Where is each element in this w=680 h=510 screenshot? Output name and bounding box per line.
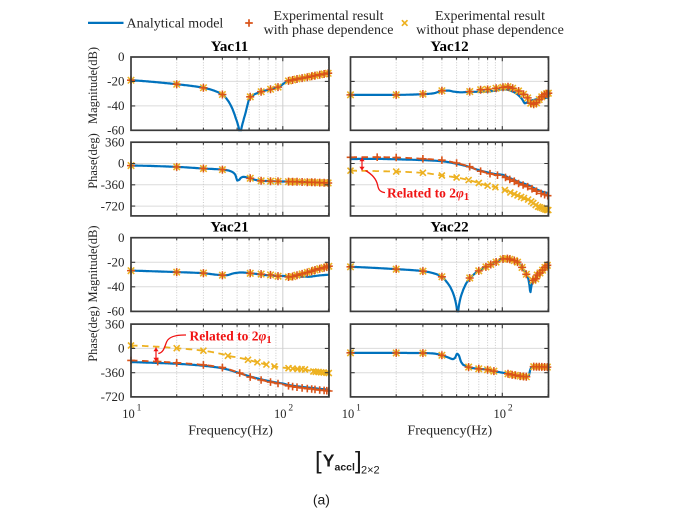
svg-text:-60: -60	[107, 304, 124, 319]
svg-text:0: 0	[118, 156, 125, 171]
svg-text:10: 10	[274, 407, 287, 421]
svg-text:[: [	[315, 448, 322, 475]
svg-text:0: 0	[118, 49, 125, 64]
svg-text:(a): (a)	[313, 492, 330, 508]
svg-text:-360: -360	[101, 177, 125, 192]
svg-text:without phase dependence: without phase dependence	[416, 23, 564, 38]
svg-text:Experimental result: Experimental result	[435, 9, 545, 24]
svg-text:Frequency(Hz): Frequency(Hz)	[188, 424, 273, 439]
svg-text:Phase(deg): Phase(deg)	[86, 133, 100, 189]
svg-text:Yac11: Yac11	[211, 39, 249, 55]
svg-text:Yac22: Yac22	[430, 220, 468, 236]
svg-text:-720: -720	[101, 389, 125, 404]
svg-text:Analytical model: Analytical model	[127, 17, 224, 32]
svg-text:1: 1	[137, 404, 142, 414]
svg-text:-20: -20	[107, 254, 124, 269]
svg-text:Phase(deg): Phase(deg)	[86, 306, 100, 362]
svg-text:Y: Y	[323, 451, 335, 471]
svg-text:Magnitude(dB): Magnitude(dB)	[86, 225, 100, 302]
svg-text:2: 2	[508, 404, 513, 414]
svg-text:Experimental result: Experimental result	[273, 9, 383, 24]
svg-text:Frequency(Hz): Frequency(Hz)	[407, 424, 492, 439]
svg-text:2: 2	[288, 404, 293, 414]
svg-text:Related to 2φ1: Related to 2φ1	[190, 329, 272, 347]
svg-text:-40: -40	[107, 98, 124, 113]
svg-text:accl: accl	[335, 462, 356, 474]
svg-text:-40: -40	[107, 279, 124, 294]
svg-text:10: 10	[494, 407, 507, 421]
svg-text:Yac12: Yac12	[430, 39, 468, 55]
svg-text:Magnitude(dB): Magnitude(dB)	[86, 47, 100, 124]
svg-text:Yac21: Yac21	[210, 220, 248, 236]
svg-text:10: 10	[342, 407, 355, 421]
svg-text:-60: -60	[107, 123, 124, 138]
svg-text:10: 10	[122, 407, 135, 421]
svg-text:1: 1	[356, 404, 361, 414]
svg-text:]: ]	[355, 448, 362, 475]
svg-text:-720: -720	[101, 198, 125, 213]
svg-text:-20: -20	[107, 74, 124, 89]
svg-text:0: 0	[118, 341, 125, 356]
svg-text:-360: -360	[101, 365, 125, 380]
svg-text:Related to 2φ1: Related to 2φ1	[387, 186, 469, 204]
svg-text:2×2: 2×2	[361, 464, 380, 476]
svg-text:360: 360	[105, 316, 125, 331]
svg-text:0: 0	[118, 230, 125, 245]
svg-text:360: 360	[105, 134, 125, 149]
svg-text:with phase dependence: with phase dependence	[264, 23, 394, 38]
